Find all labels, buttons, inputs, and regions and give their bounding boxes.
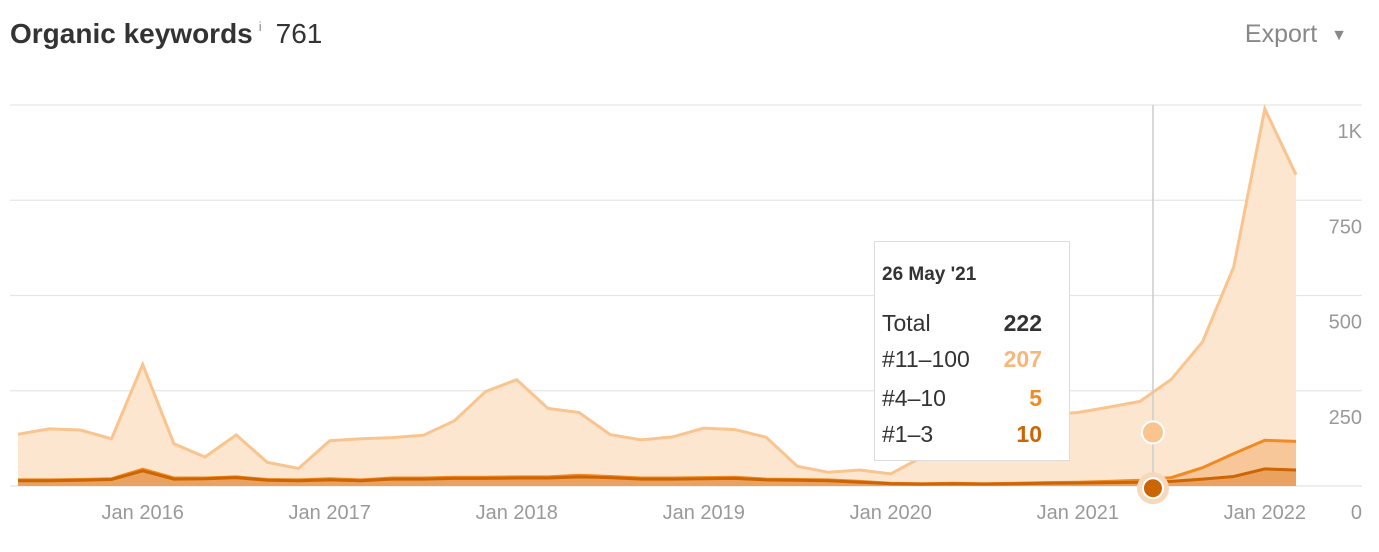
chart-tooltip: 26 May '21 Total 222 #11–100 207 #4–10 5… xyxy=(874,241,1070,461)
export-label: Export xyxy=(1244,20,1318,48)
y-tick-label: 750 xyxy=(1329,216,1362,238)
cursor-marker-1-3 xyxy=(1141,477,1164,500)
info-icon[interactable]: i xyxy=(258,19,262,34)
tooltip-value: 5 xyxy=(1029,385,1042,411)
tooltip-label: #1–3 xyxy=(882,421,934,447)
y-axis-ticks: 0 250 500 750 1K xyxy=(1329,121,1363,524)
x-tick-label: Jan 2016 xyxy=(102,502,184,524)
tooltip-value: 10 xyxy=(1016,421,1042,447)
series-areas xyxy=(18,108,1296,487)
tooltip-value: 207 xyxy=(1003,346,1042,372)
x-tick-label: Jan 2022 xyxy=(1224,502,1306,524)
x-axis-ticks: Jan 2016 Jan 2017 Jan 2018 Jan 2019 Jan 2020… xyxy=(102,502,1306,524)
hover-cursor xyxy=(1136,105,1169,505)
x-tick-label: Jan 2021 xyxy=(1037,502,1119,524)
chart-title: Organic keywords xyxy=(10,18,253,49)
x-tick-label: Jan 2020 xyxy=(850,502,932,524)
line-11-100 xyxy=(17,104,1298,476)
grid-lines xyxy=(10,104,1362,487)
tooltip-value: 222 xyxy=(1003,310,1042,336)
chevron-down-icon: ▼ xyxy=(1331,26,1347,44)
y-tick-label: 0 xyxy=(1351,502,1362,524)
x-tick-label: Jan 2018 xyxy=(476,502,558,524)
area-11-100 xyxy=(18,108,1296,487)
x-tick-label: Jan 2019 xyxy=(663,502,745,524)
y-tick-label: 1K xyxy=(1338,121,1363,143)
area-1-3 xyxy=(18,468,1296,486)
tooltip-date: 26 May '21 xyxy=(882,264,977,285)
y-tick-label: 250 xyxy=(1329,407,1362,429)
keyword-count: 761 xyxy=(275,18,323,49)
series-lines xyxy=(17,104,1298,486)
chart-header: Organic keywords i 761 xyxy=(10,18,322,58)
tooltip-label: Total xyxy=(882,310,931,336)
line-1-3 xyxy=(18,467,1297,486)
tooltip-label: #4–10 xyxy=(882,385,946,411)
tooltip-label: #11–100 xyxy=(882,346,970,372)
x-tick-label: Jan 2017 xyxy=(289,502,371,524)
cursor-marker-total xyxy=(1140,420,1165,445)
y-tick-label: 500 xyxy=(1329,312,1362,334)
export-button[interactable]: Export ▼ xyxy=(1245,20,1347,49)
